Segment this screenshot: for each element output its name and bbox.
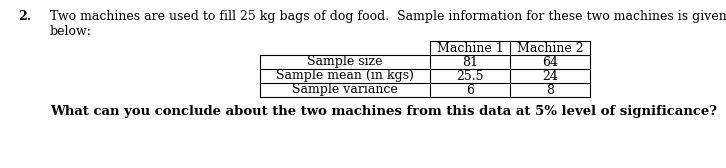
Text: 24: 24 xyxy=(542,70,558,82)
Text: 8: 8 xyxy=(546,83,554,96)
Text: Sample variance: Sample variance xyxy=(292,83,398,96)
Text: 81: 81 xyxy=(462,55,478,69)
Text: Machine 1: Machine 1 xyxy=(436,41,503,54)
Text: Sample size: Sample size xyxy=(307,55,383,69)
Text: 25.5: 25.5 xyxy=(456,70,484,82)
Text: 2.: 2. xyxy=(18,10,31,23)
Text: Sample mean (in kgs): Sample mean (in kgs) xyxy=(276,70,414,82)
Text: 6: 6 xyxy=(466,83,474,96)
Text: Machine 2: Machine 2 xyxy=(517,41,583,54)
Text: What can you conclude about the two machines from this data at 5% level of signi: What can you conclude about the two mach… xyxy=(50,105,717,118)
Text: below:: below: xyxy=(50,25,92,38)
Text: 64: 64 xyxy=(542,55,558,69)
Text: Two machines are used to fill 25 kg bags of dog food.  Sample information for th: Two machines are used to fill 25 kg bags… xyxy=(50,10,726,23)
